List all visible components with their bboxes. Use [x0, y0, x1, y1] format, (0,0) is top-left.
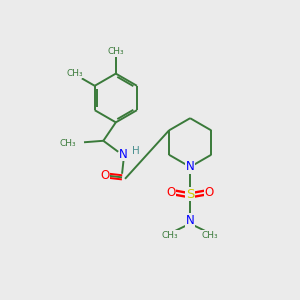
Text: CH₃: CH₃	[202, 231, 218, 240]
Text: S: S	[186, 188, 194, 201]
Text: N: N	[119, 148, 128, 161]
Text: H: H	[132, 146, 140, 156]
Text: N: N	[186, 160, 194, 173]
Text: O: O	[166, 186, 176, 199]
Text: N: N	[186, 214, 194, 227]
Text: O: O	[100, 169, 110, 182]
Text: O: O	[205, 186, 214, 199]
Text: CH₃: CH₃	[67, 68, 84, 77]
Text: CH₃: CH₃	[107, 47, 124, 56]
Text: CH₃: CH₃	[59, 139, 76, 148]
Text: CH₃: CH₃	[162, 231, 178, 240]
